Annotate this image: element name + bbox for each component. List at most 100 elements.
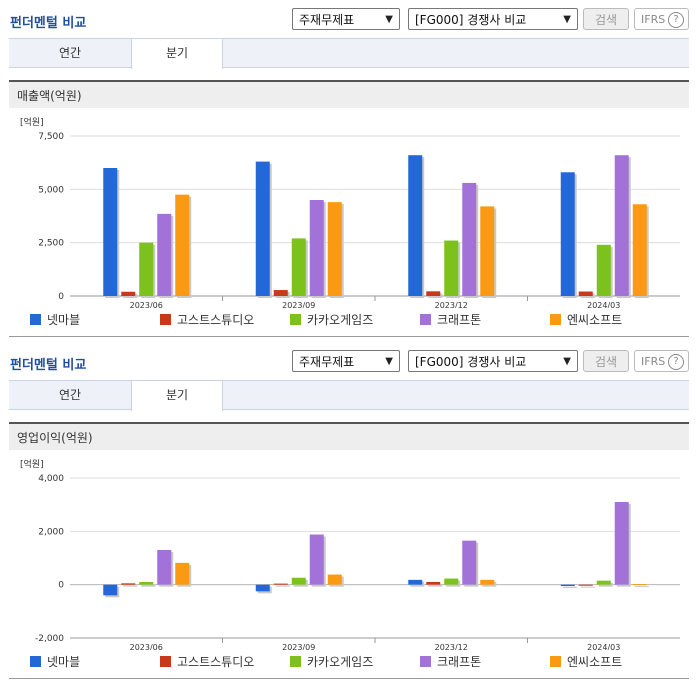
revenue-chart: [억원] 0 2,500 5,000 7,500 2023/06 2023/09 2023/1… — [20, 116, 680, 308]
bar — [103, 168, 118, 296]
legend-label: 카카오게임즈 — [307, 313, 374, 327]
bar-shadow — [562, 586, 577, 588]
legend-item[interactable]: 카카오게임즈 — [290, 312, 373, 328]
chart-title: 영업이익(억원) — [9, 422, 689, 450]
legend-swatch — [290, 656, 301, 667]
bar — [273, 583, 288, 585]
legend-item[interactable]: 넷마블 — [30, 312, 80, 328]
y-tick-label: 2,000 — [38, 527, 64, 537]
tab-annual[interactable]: 연간 — [58, 46, 82, 60]
bar — [309, 534, 324, 585]
x-tick-label: 2023/09 — [282, 643, 315, 650]
bar — [121, 583, 136, 585]
chevron-down-icon: ▼ — [563, 14, 571, 25]
bar — [157, 550, 172, 585]
bar — [139, 582, 154, 585]
legend-item[interactable]: 고스트스튜디오 — [160, 312, 254, 328]
legend-label: 엔씨소프트 — [567, 655, 623, 669]
statement-select[interactable]: 주재무제표 ▼ — [292, 350, 400, 372]
legend-swatch — [30, 314, 41, 325]
tab-quarterly[interactable]: 분기 — [131, 39, 223, 69]
y-tick-label: 2,500 — [38, 239, 64, 249]
bar — [578, 584, 593, 586]
bar — [560, 584, 575, 586]
bar — [444, 240, 459, 296]
bar — [596, 580, 611, 585]
chevron-down-icon: ▼ — [563, 356, 571, 367]
statement-select[interactable]: 주재무제표 ▼ — [292, 8, 400, 30]
statement-select-value: 주재무제표 — [299, 355, 355, 369]
legend-item[interactable]: 크래프톤 — [420, 654, 481, 670]
legend-label: 카카오게임즈 — [307, 655, 374, 669]
ifrs-label: IFRS — [641, 13, 666, 26]
period-tabs: 연간 분기 — [9, 38, 689, 69]
legend-item[interactable]: 엔씨소프트 — [550, 312, 622, 328]
bar — [291, 238, 306, 296]
panel-revenue: 펀더멘털 비교 주재무제표 ▼ [FG000] 경쟁사 비교 ▼ 검색 IFRS… — [9, 8, 689, 337]
legend-label: 넷마블 — [47, 655, 81, 669]
divider — [9, 678, 689, 679]
legend-item[interactable]: 넷마블 — [30, 654, 80, 670]
y-tick-label: 0 — [58, 292, 64, 302]
tab-quarterly[interactable]: 분기 — [131, 381, 223, 411]
search-button[interactable]: 검색 — [583, 8, 629, 30]
legend-item[interactable]: 카카오게임즈 — [290, 654, 373, 670]
legend-label: 고스트스튜디오 — [177, 655, 255, 669]
bar — [408, 579, 423, 585]
legend-swatch — [290, 314, 301, 325]
bar — [596, 244, 611, 296]
x-tick-label: 2024/03 — [587, 643, 620, 650]
compare-select-value: [FG000] 경쟁사 비교 — [415, 355, 527, 369]
x-tick-label: 2023/06 — [130, 643, 163, 650]
legend-swatch — [160, 314, 171, 325]
unit-label: [억원] — [20, 458, 44, 470]
y-tick-label: -2,000 — [35, 634, 64, 644]
ifrs-button[interactable]: IFRS ? — [634, 350, 689, 372]
bar-shadow — [275, 585, 290, 587]
ifrs-button[interactable]: IFRS ? — [634, 8, 689, 30]
x-tick-label: 2023/12 — [435, 643, 468, 650]
bar — [444, 578, 459, 585]
bar — [103, 584, 118, 596]
chevron-down-icon: ▼ — [385, 356, 393, 367]
legend-swatch — [550, 656, 561, 667]
chart-legend: 넷마블 고스트스튜디오 카카오게임즈 크래프톤 엔씨소프트 — [30, 312, 670, 328]
bar-shadow — [123, 585, 138, 587]
legend-label: 고스트스튜디오 — [177, 313, 255, 327]
bar — [632, 584, 647, 586]
legend-item[interactable]: 고스트스튜디오 — [160, 654, 254, 670]
help-icon[interactable]: ? — [668, 354, 684, 370]
bar — [157, 213, 172, 296]
period-tabs: 연간 분기 — [9, 380, 689, 411]
bar — [175, 194, 190, 296]
y-tick-label: 4,000 — [38, 474, 64, 484]
bar — [614, 502, 629, 585]
tab-annual[interactable]: 연간 — [58, 388, 82, 402]
help-icon[interactable]: ? — [668, 12, 684, 28]
bar-shadow — [141, 584, 156, 587]
search-button[interactable]: 검색 — [583, 350, 629, 372]
compare-select-value: [FG000] 경쟁사 비교 — [415, 13, 527, 27]
legend-item[interactable]: 크래프톤 — [420, 312, 481, 328]
page-title: 펀더멘털 비교 — [10, 16, 87, 31]
bar — [175, 562, 190, 585]
legend-swatch — [420, 656, 431, 667]
compare-select[interactable]: [FG000] 경쟁사 비교 ▼ — [408, 350, 578, 372]
bar-shadow — [580, 586, 595, 588]
bar — [560, 172, 575, 296]
bar — [121, 291, 136, 296]
bar-shadow — [428, 584, 443, 587]
legend-swatch — [160, 656, 171, 667]
bar — [632, 204, 647, 296]
bar — [291, 577, 306, 585]
legend-swatch — [30, 656, 41, 667]
bar — [578, 291, 593, 296]
x-tick-label: 2023/12 — [435, 301, 468, 308]
legend-swatch — [550, 314, 561, 325]
x-tick-label: 2024/03 — [587, 301, 620, 308]
legend-item[interactable]: 엔씨소프트 — [550, 654, 622, 670]
unit-label: [억원] — [20, 116, 44, 128]
compare-select[interactable]: [FG000] 경쟁사 비교 ▼ — [408, 8, 578, 30]
bar — [462, 182, 477, 296]
bar — [273, 290, 288, 296]
